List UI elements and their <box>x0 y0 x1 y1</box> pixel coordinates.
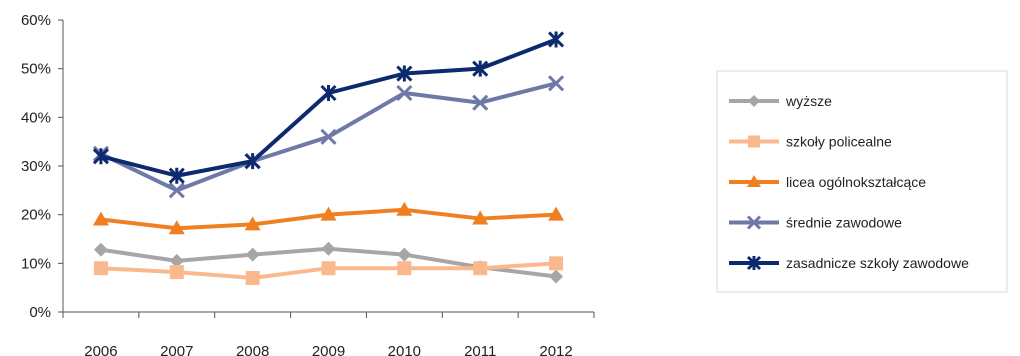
data-point-marker <box>168 167 185 184</box>
data-point-marker <box>396 201 413 216</box>
data-point-marker <box>244 153 261 170</box>
data-point-marker <box>747 175 761 187</box>
data-point-marker <box>472 210 489 225</box>
series-4 <box>92 31 565 184</box>
chart-legend: wyższe szkoły policealne licea ogólnokszta… <box>729 93 969 271</box>
data-point-marker <box>245 247 260 262</box>
data-point-marker <box>92 211 109 226</box>
data-point-marker <box>548 206 565 221</box>
data-point-marker <box>169 265 184 280</box>
data-point-marker <box>549 256 564 271</box>
x-tick-label: 2007 <box>160 343 193 356</box>
legend-item-1: szkoły policealne <box>729 134 892 150</box>
data-point-marker <box>245 270 260 285</box>
legend-label: licea ogólnokształcące <box>786 174 926 190</box>
legend-item-3: średnie zawodowe <box>729 215 902 231</box>
data-point-marker <box>473 261 488 276</box>
data-point-marker <box>396 84 413 102</box>
y-tick-label: 20% <box>21 207 51 224</box>
legend-label: szkoły policealne <box>786 134 892 150</box>
data-point-marker <box>549 269 564 284</box>
y-tick-label: 50% <box>21 61 51 78</box>
data-point-marker <box>548 75 565 92</box>
x-tick-label: 2012 <box>539 343 572 356</box>
data-point-marker <box>472 60 489 77</box>
legend-label: zasadnicze szkoły zawodowe <box>786 255 969 271</box>
data-point-marker <box>93 242 108 257</box>
data-point-marker <box>396 65 413 82</box>
y-tick-label: 0% <box>29 304 51 321</box>
data-point-marker <box>397 247 412 262</box>
data-point-marker <box>93 261 108 276</box>
legend-item-2: licea ogólnokształcące <box>729 174 926 190</box>
data-point-marker <box>472 94 489 111</box>
series-line <box>100 37 557 178</box>
x-tick-label: 2010 <box>388 343 421 356</box>
data-point-marker <box>321 261 336 276</box>
data-point-marker <box>746 215 762 230</box>
data-point-marker <box>320 206 337 221</box>
legend-label: średnie zawodowe <box>786 215 902 231</box>
x-tick-label: 2006 <box>84 343 117 356</box>
data-point-marker <box>320 128 337 145</box>
data-point-marker <box>748 135 760 148</box>
y-tick-label: 10% <box>21 255 51 272</box>
legend-item-4: zasadnicze szkoły zawodowe <box>729 255 969 271</box>
x-tick-label: 2009 <box>312 343 345 356</box>
data-point-marker <box>168 220 185 235</box>
legend-label: wyższe <box>785 93 832 109</box>
data-point-marker <box>244 216 261 231</box>
data-point-marker <box>320 84 337 102</box>
data-point-marker <box>169 253 184 268</box>
data-point-marker <box>321 241 336 256</box>
y-tick-label: 40% <box>21 109 51 126</box>
series-2 <box>92 201 565 235</box>
x-tick-label: 2011 <box>464 343 496 356</box>
data-point-marker <box>746 255 762 271</box>
data-point-marker <box>748 95 760 107</box>
data-point-marker <box>397 261 412 276</box>
legend-item-0: wyższe <box>729 93 832 109</box>
y-tick-label: 60% <box>21 12 51 29</box>
y-tick-label: 30% <box>21 158 51 175</box>
data-point-marker <box>92 148 109 165</box>
series-1 <box>93 256 564 285</box>
chart-series <box>92 31 565 285</box>
x-tick-label: 2008 <box>236 343 269 356</box>
chart-axes: 0% 10% 20% 30% 40% 50% 60% 2006 2007 2008 2009 2010… <box>21 12 595 356</box>
data-point-marker <box>168 182 185 199</box>
data-point-marker <box>548 31 565 48</box>
